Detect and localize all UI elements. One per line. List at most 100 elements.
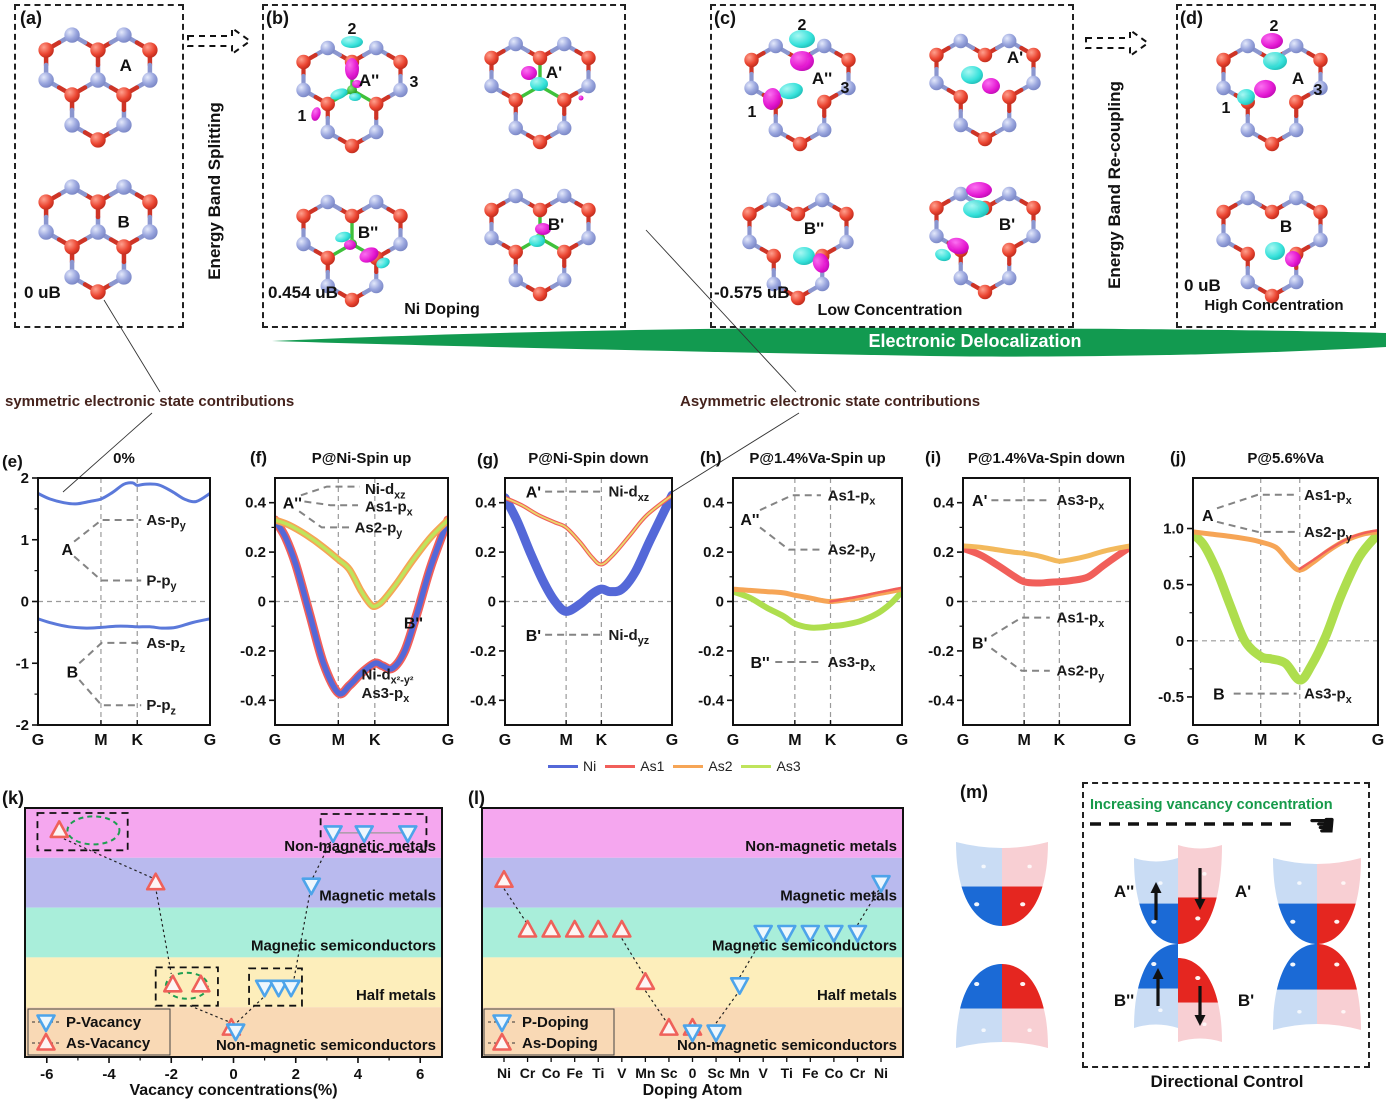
- spin-down-isosurface: [578, 95, 584, 101]
- p-atom: [953, 33, 968, 49]
- xtick-label: M: [559, 732, 572, 749]
- ytick-label: 0.4: [933, 495, 955, 512]
- orbital-label: Ni-dyz: [609, 627, 650, 647]
- p-atom: [1026, 228, 1041, 244]
- p-atom: [817, 122, 832, 138]
- p-atom: [508, 272, 523, 288]
- xtick-label: G: [957, 732, 969, 749]
- band-A-band: [38, 481, 210, 506]
- xtick-label: M: [788, 732, 801, 749]
- as-atom: [38, 42, 54, 58]
- phase-band-label: Magnetic metals: [780, 888, 897, 905]
- state-label: B: [1213, 687, 1225, 704]
- p-atom: [393, 82, 408, 98]
- ytick-label: 0.5: [1163, 577, 1184, 594]
- as-atom: [557, 244, 572, 260]
- p-atom: [817, 38, 832, 54]
- p-atom: [1313, 80, 1328, 96]
- p-atom: [1240, 122, 1255, 138]
- as-atom: [320, 96, 335, 112]
- band-A-band-As1: [1298, 528, 1378, 571]
- p-atom: [64, 269, 80, 285]
- ytick-label: 0.4: [245, 495, 267, 512]
- band-chart-j: -0.5 0 0.5 1.0 G M K G A B As1-px As2-py As3-px: [1158, 477, 1384, 749]
- p-atom: [1002, 33, 1017, 49]
- phase-connector: [644, 990, 668, 1023]
- chart-e-title: 0%: [113, 450, 135, 467]
- as-atom: [508, 92, 523, 108]
- as-marker: [163, 974, 183, 993]
- as-atom: [90, 194, 106, 210]
- as-atom: [817, 94, 832, 110]
- as-atom: [484, 202, 499, 218]
- panel-b-tag: (b): [266, 8, 289, 28]
- pointing-hand-icon: ☚: [1308, 807, 1337, 843]
- orbital-label: As1-px: [1304, 487, 1352, 507]
- category-label: Cr: [850, 1065, 866, 1081]
- band-chart-e: -2 -1 0 1 2 G M K G A B As-py P-py As-pz P-pz: [16, 470, 217, 749]
- chart-i-title: P@1.4%Va-Spin down: [967, 450, 1126, 467]
- projection-legend: Ni As1 As2 As3: [548, 758, 801, 774]
- orbital-label: Ni-dxz: [609, 484, 650, 504]
- atom-number-label: 3: [841, 80, 850, 97]
- orbital-label: As-py: [146, 512, 185, 532]
- state-label: B': [972, 635, 987, 652]
- as-atom: [344, 138, 360, 154]
- p-atom: [508, 36, 523, 52]
- xtick-label: M: [332, 732, 345, 749]
- as-atom: [929, 200, 944, 216]
- p-atom: [581, 78, 596, 94]
- panel-i-tag: (i): [925, 448, 942, 467]
- ni-atom: [347, 85, 357, 95]
- spin-up-isosurface: [779, 82, 803, 100]
- p-atom: [1216, 232, 1231, 248]
- p-marker: [847, 924, 868, 943]
- panel-d-moment: 0 uB: [1184, 276, 1221, 295]
- p-atom: [484, 78, 499, 94]
- xtick-label: -4: [102, 1066, 116, 1083]
- category-label: Cr: [520, 1065, 536, 1081]
- p-atom: [369, 40, 384, 56]
- p-atom: [953, 186, 968, 202]
- ytick-label: -0.4: [698, 692, 725, 709]
- p-atom: [484, 230, 499, 246]
- as-atom: [344, 292, 360, 308]
- p-atom: [369, 194, 384, 210]
- band-chart-f: -0.4 -0.2 0 0.2 0.4 G M K G A'' B'' Ni-dxzAs1-pxAs2…: [240, 477, 454, 749]
- as-atom: [116, 87, 132, 103]
- panel-j-tag: (j): [1170, 448, 1187, 467]
- phase-band: [482, 808, 903, 858]
- state-label: A: [61, 542, 73, 559]
- p-atom: [839, 234, 854, 250]
- as-atom: [1313, 204, 1328, 220]
- atom-number-label: 1: [748, 104, 757, 121]
- phase-band-label: Magnetic semiconductors: [712, 937, 897, 954]
- as-atom: [142, 194, 158, 210]
- state-label: A: [120, 56, 132, 75]
- atom-number-label: 2: [1270, 18, 1279, 35]
- phase-band: [482, 957, 903, 1008]
- panel-f-tag: (f): [250, 448, 267, 467]
- as-atom: [532, 50, 548, 66]
- l-xaxis-label: Doping Atom: [642, 1082, 743, 1099]
- electronic-delocalization-banner: [272, 327, 1386, 357]
- state-label: A': [972, 493, 987, 510]
- p-atom: [557, 188, 572, 204]
- as-marker: [564, 919, 585, 938]
- p-marker: [706, 1024, 726, 1043]
- p-atom: [929, 75, 944, 91]
- ytick-label: 1: [21, 532, 29, 549]
- panel-c-tag: (c): [714, 8, 736, 28]
- annotation-leader: [298, 510, 350, 529]
- spin-down-isosurface: [1254, 79, 1276, 99]
- xtick-label: G: [442, 732, 454, 749]
- band-B-band-Ni: [275, 517, 448, 697]
- p-marker: [682, 1024, 703, 1043]
- orbital-label: As-pz: [146, 635, 185, 655]
- p-atom: [320, 194, 335, 210]
- orbital-label: As2-py: [1304, 524, 1352, 544]
- increasing-vacancy-label: Increasing vancancy concentration: [1090, 797, 1333, 813]
- p-atom: [1026, 75, 1041, 91]
- as-atom: [1002, 89, 1017, 105]
- category-label: Ni: [497, 1065, 511, 1081]
